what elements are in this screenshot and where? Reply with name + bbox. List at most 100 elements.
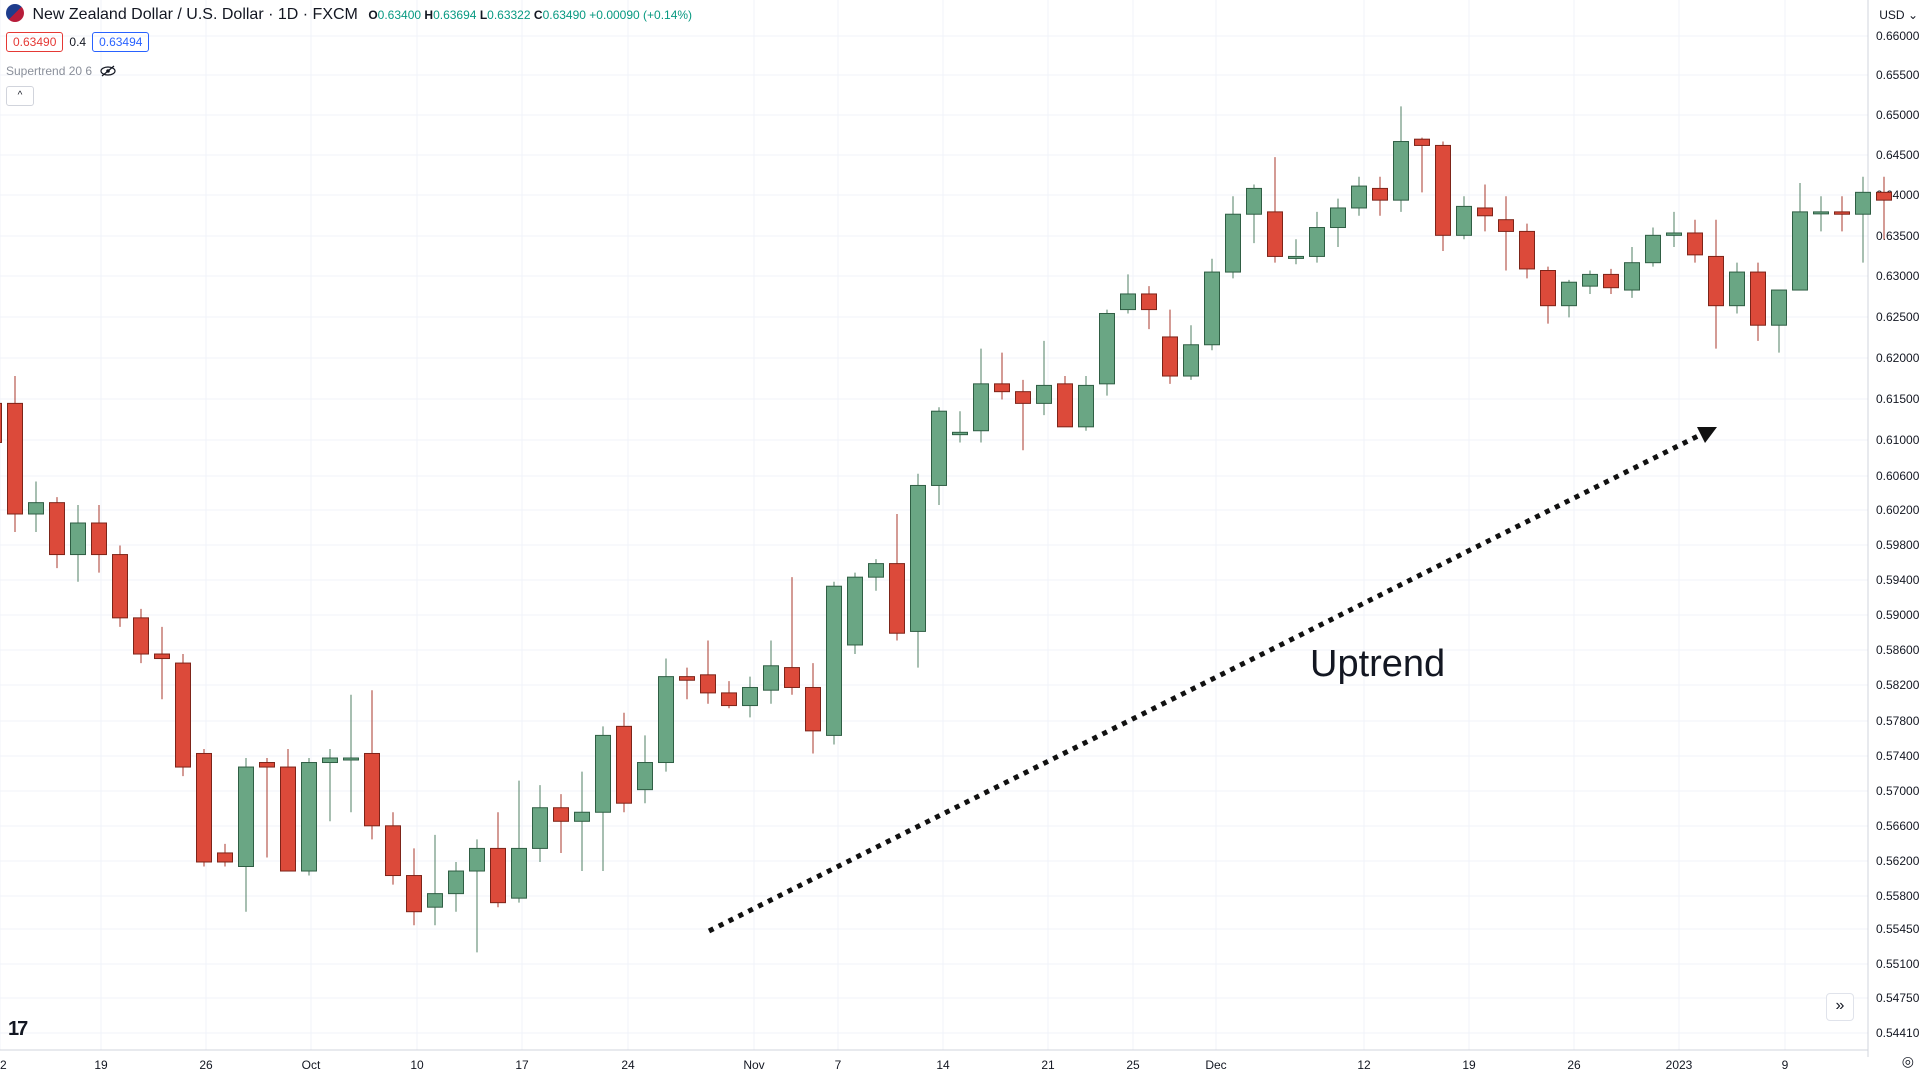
candle-body bbox=[1645, 234, 1661, 264]
candle bbox=[868, 559, 884, 591]
candle bbox=[1519, 223, 1535, 279]
candle bbox=[847, 572, 863, 655]
candle bbox=[910, 473, 926, 668]
price-axis[interactable]: 0.660000.655000.650000.645000.640000.635… bbox=[1876, 29, 1920, 1040]
candle-body bbox=[49, 502, 65, 556]
candle bbox=[1015, 379, 1031, 451]
candle-body bbox=[28, 502, 44, 515]
chevron-down-icon: ⌄ bbox=[1907, 8, 1918, 22]
uptrend-annotation: Uptrend bbox=[1310, 643, 1446, 685]
symbol-title[interactable]: New Zealand Dollar / U.S. Dollar · 1D · … bbox=[32, 6, 358, 23]
candle-body bbox=[1309, 227, 1325, 257]
time-tick-label: 9 bbox=[1782, 1058, 1789, 1072]
candle-body bbox=[637, 762, 653, 791]
candle bbox=[1624, 247, 1640, 298]
tradingview-logo[interactable]: 17 bbox=[8, 1018, 28, 1040]
candle-body bbox=[1792, 211, 1808, 291]
candle bbox=[406, 848, 422, 926]
nzd-flag-icon bbox=[6, 4, 24, 22]
indicator-legend[interactable]: Supertrend 20 6 bbox=[6, 64, 116, 78]
candle-body bbox=[616, 725, 632, 804]
candle-body bbox=[847, 576, 863, 646]
candle bbox=[1057, 376, 1073, 428]
candle bbox=[49, 497, 65, 569]
candle-body bbox=[994, 383, 1010, 393]
candle-body bbox=[1393, 141, 1409, 201]
chart-grid bbox=[0, 0, 1868, 1050]
candle bbox=[385, 812, 401, 885]
candle bbox=[763, 640, 779, 704]
price-tick-label: 0.57000 bbox=[1876, 784, 1920, 798]
price-tick-label: 0.58600 bbox=[1876, 643, 1920, 657]
candle-body bbox=[0, 402, 2, 443]
candle-body bbox=[805, 686, 821, 732]
candle bbox=[1708, 219, 1724, 349]
candle bbox=[1351, 176, 1367, 216]
candle bbox=[280, 748, 296, 872]
candle bbox=[1540, 266, 1556, 324]
candle-body bbox=[1750, 271, 1766, 326]
scroll-to-realtime-button[interactable]: » bbox=[1826, 993, 1854, 1021]
currency-label[interactable]: USD ⌄ bbox=[1879, 8, 1918, 22]
close-key: C bbox=[533, 8, 543, 22]
candle bbox=[1771, 289, 1787, 353]
candle-body bbox=[7, 402, 23, 515]
price-tick-label: 0.61000 bbox=[1876, 433, 1920, 447]
candle bbox=[616, 712, 632, 813]
candle-body bbox=[1855, 191, 1871, 215]
candle bbox=[1876, 176, 1892, 240]
candle bbox=[973, 348, 989, 443]
candle bbox=[1183, 325, 1199, 380]
candle bbox=[1603, 268, 1619, 294]
candle-body bbox=[1162, 336, 1178, 377]
eye-crossed-icon[interactable] bbox=[100, 65, 116, 77]
price-tick-label: 0.62000 bbox=[1876, 351, 1920, 365]
price-tick-label: 0.54410 bbox=[1876, 1026, 1920, 1040]
price-tick-label: 0.60200 bbox=[1876, 503, 1920, 517]
price-tick-label: 0.55100 bbox=[1876, 957, 1920, 971]
ohlc-values: O0.63400 H0.63694 L0.63322 C0.63490 +0.0… bbox=[368, 8, 692, 22]
candle-body bbox=[1519, 230, 1535, 270]
settings-icon[interactable]: ◎ bbox=[1901, 1053, 1914, 1069]
candle-body bbox=[1120, 293, 1136, 311]
candle-body bbox=[1015, 391, 1031, 404]
candle bbox=[364, 690, 380, 840]
candle bbox=[574, 771, 590, 872]
candle bbox=[469, 839, 485, 953]
candle bbox=[595, 726, 611, 872]
candle bbox=[91, 505, 107, 573]
price-tick-label: 0.66000 bbox=[1876, 29, 1920, 43]
high-value: 0.63694 bbox=[433, 8, 477, 22]
time-tick-label: 19 bbox=[94, 1058, 108, 1072]
low-key: L bbox=[479, 8, 488, 22]
sell-price-button[interactable]: 0.63490 bbox=[6, 32, 64, 52]
time-tick-label: 26 bbox=[199, 1058, 213, 1072]
candle bbox=[742, 676, 758, 718]
time-axis[interactable]: 2 19 26 Oct 10 17 24 Nov 7 14 21 25 Dec 12 19 26 2023 9 bbox=[0, 1058, 1789, 1072]
low-value: 0.63322 bbox=[487, 8, 531, 22]
candle-body bbox=[658, 676, 674, 764]
time-tick-label: Oct bbox=[302, 1058, 321, 1072]
open-value: 0.63400 bbox=[377, 8, 422, 22]
candle bbox=[658, 658, 674, 772]
price-tick-label: 0.62500 bbox=[1876, 310, 1920, 324]
price-tick-label: 0.57800 bbox=[1876, 714, 1920, 728]
candle bbox=[889, 514, 905, 641]
collapse-legend-button[interactable]: ^ bbox=[6, 86, 34, 106]
candle bbox=[1477, 184, 1493, 232]
candle-body bbox=[1834, 211, 1850, 215]
candle-body bbox=[1729, 271, 1745, 307]
candle-body bbox=[1456, 205, 1472, 236]
currency-text: USD bbox=[1879, 8, 1905, 22]
candle-body bbox=[1603, 273, 1619, 289]
candle-body bbox=[238, 766, 254, 868]
candle-body bbox=[1288, 255, 1304, 259]
candle bbox=[826, 581, 842, 745]
candle bbox=[238, 758, 254, 912]
candle-body bbox=[1204, 271, 1220, 346]
candle-body bbox=[1561, 281, 1577, 307]
buy-price-button[interactable]: 0.63494 bbox=[92, 32, 150, 52]
candle-body bbox=[490, 847, 506, 904]
candle-body bbox=[1813, 211, 1829, 215]
